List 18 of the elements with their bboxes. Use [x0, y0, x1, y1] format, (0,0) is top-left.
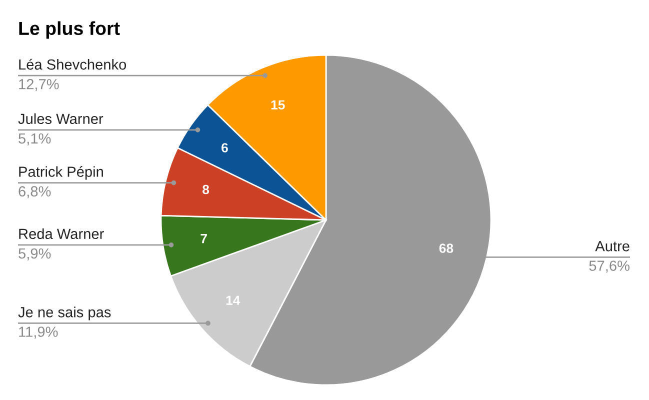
slice-label: Léa Shevchenko [19, 58, 126, 70]
slice-label: Je ne sais pas [18, 306, 111, 320]
slice-label: Autre [595, 241, 630, 252]
chart-title: Le plus fort [19, 21, 120, 39]
data-label: 7 [200, 234, 207, 244]
text: 11,9% [19, 326, 58, 339]
data-label: 8 [202, 184, 210, 194]
slice-label: Jules Warner [18, 113, 104, 124]
slice-label: Reda Warner [19, 228, 104, 240]
text: 6,8% [18, 186, 51, 198]
data-label: 15 [271, 100, 285, 110]
slice-label: Patrick Pépin [19, 166, 103, 180]
data-label: 68 [439, 244, 454, 253]
data-label: 6 [222, 143, 228, 152]
text: 5,9% [18, 248, 51, 260]
text: 12,7% [19, 78, 59, 92]
text: 5,1% [18, 133, 51, 146]
text: 57,6% [589, 260, 630, 273]
